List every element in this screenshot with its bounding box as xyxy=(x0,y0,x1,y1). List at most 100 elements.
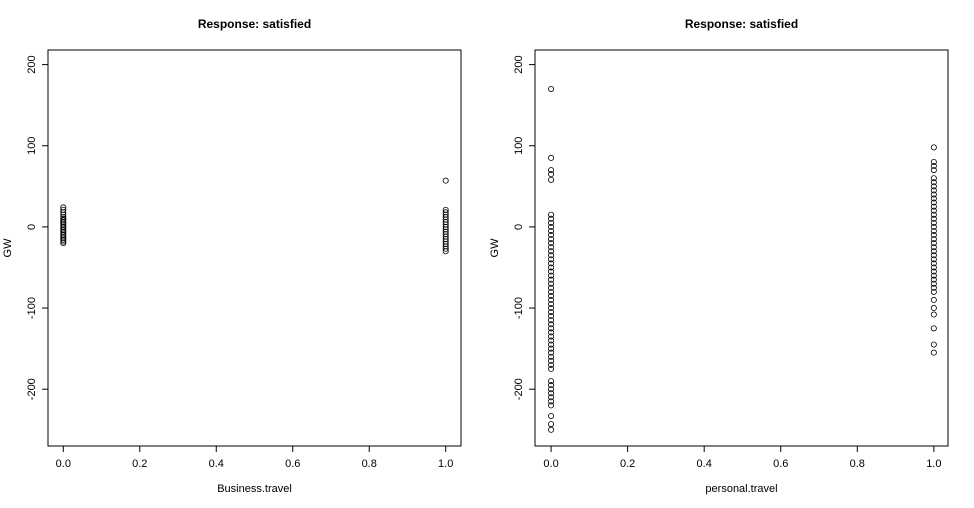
point xyxy=(548,305,555,312)
point xyxy=(548,227,555,234)
point xyxy=(548,236,555,243)
point xyxy=(930,268,937,275)
point xyxy=(930,284,937,291)
point xyxy=(930,288,937,295)
point xyxy=(548,412,555,419)
point xyxy=(930,260,937,267)
point xyxy=(548,337,555,344)
y-tick-label: 100 xyxy=(513,137,525,155)
point xyxy=(930,144,937,151)
point xyxy=(930,187,937,194)
point xyxy=(930,203,937,210)
point xyxy=(930,244,937,251)
x-tick-label: 0.0 xyxy=(543,458,558,470)
point xyxy=(548,333,555,340)
point xyxy=(930,349,937,356)
point xyxy=(548,357,555,364)
point xyxy=(548,248,555,255)
point xyxy=(548,421,555,428)
chart-title: Response: satisfied xyxy=(685,17,798,31)
point xyxy=(930,199,937,206)
y-tick-label: 100 xyxy=(26,137,38,155)
point xyxy=(548,398,555,405)
point xyxy=(442,248,449,255)
point xyxy=(930,305,937,312)
point xyxy=(548,361,555,368)
point xyxy=(548,240,555,247)
y-tick-label: -200 xyxy=(513,378,525,400)
point xyxy=(60,236,67,243)
point xyxy=(930,325,937,332)
point xyxy=(548,268,555,275)
point xyxy=(548,260,555,267)
point xyxy=(548,329,555,336)
point xyxy=(930,207,937,214)
point xyxy=(548,426,555,433)
point xyxy=(930,272,937,279)
point xyxy=(930,183,937,190)
point xyxy=(548,300,555,307)
point xyxy=(930,191,937,198)
point xyxy=(548,292,555,299)
point xyxy=(548,382,555,389)
plot-frame xyxy=(47,49,462,447)
point xyxy=(930,223,937,230)
point xyxy=(930,167,937,174)
point xyxy=(548,280,555,287)
x-tick-label: 0.2 xyxy=(132,458,147,470)
point xyxy=(548,365,555,372)
point xyxy=(930,163,937,170)
x-axis-label: personal.travel xyxy=(705,483,777,495)
point xyxy=(60,211,67,218)
point xyxy=(548,85,555,92)
point xyxy=(548,313,555,320)
point xyxy=(930,296,937,303)
point xyxy=(548,394,555,401)
y-tick-label: -200 xyxy=(26,378,38,400)
point xyxy=(930,219,937,226)
point xyxy=(442,245,449,252)
point xyxy=(548,325,555,332)
point xyxy=(930,341,937,348)
y-axis-label: GW xyxy=(2,238,14,258)
point xyxy=(60,238,67,245)
plot-frame xyxy=(534,49,949,447)
point xyxy=(930,179,937,186)
point xyxy=(930,280,937,287)
x-tick-label: 0.6 xyxy=(773,458,788,470)
point xyxy=(548,353,555,360)
x-tick-label: 1.0 xyxy=(926,458,941,470)
point xyxy=(930,264,937,271)
point xyxy=(548,321,555,328)
point xyxy=(548,309,555,316)
point xyxy=(548,154,555,161)
point xyxy=(930,252,937,259)
point xyxy=(548,276,555,283)
y-tick-label: -100 xyxy=(513,297,525,319)
point xyxy=(930,236,937,243)
point xyxy=(548,296,555,303)
point xyxy=(548,219,555,226)
y-tick-label: 0 xyxy=(513,224,525,230)
point xyxy=(930,158,937,165)
x-tick-label: 0.2 xyxy=(620,458,635,470)
x-tick-label: 0.8 xyxy=(850,458,865,470)
point xyxy=(548,211,555,218)
point xyxy=(548,345,555,352)
point xyxy=(548,349,555,356)
y-tick-label: -100 xyxy=(26,297,38,319)
point xyxy=(548,215,555,222)
y-tick-label: 200 xyxy=(26,55,38,73)
point xyxy=(548,386,555,393)
point xyxy=(442,177,449,184)
point xyxy=(548,252,555,259)
point xyxy=(60,240,67,247)
point xyxy=(548,171,555,178)
y-axis-label: GW xyxy=(489,238,501,258)
point xyxy=(930,256,937,263)
x-tick-label: 0.6 xyxy=(285,458,300,470)
point xyxy=(930,195,937,202)
point xyxy=(548,223,555,230)
point xyxy=(548,244,555,251)
